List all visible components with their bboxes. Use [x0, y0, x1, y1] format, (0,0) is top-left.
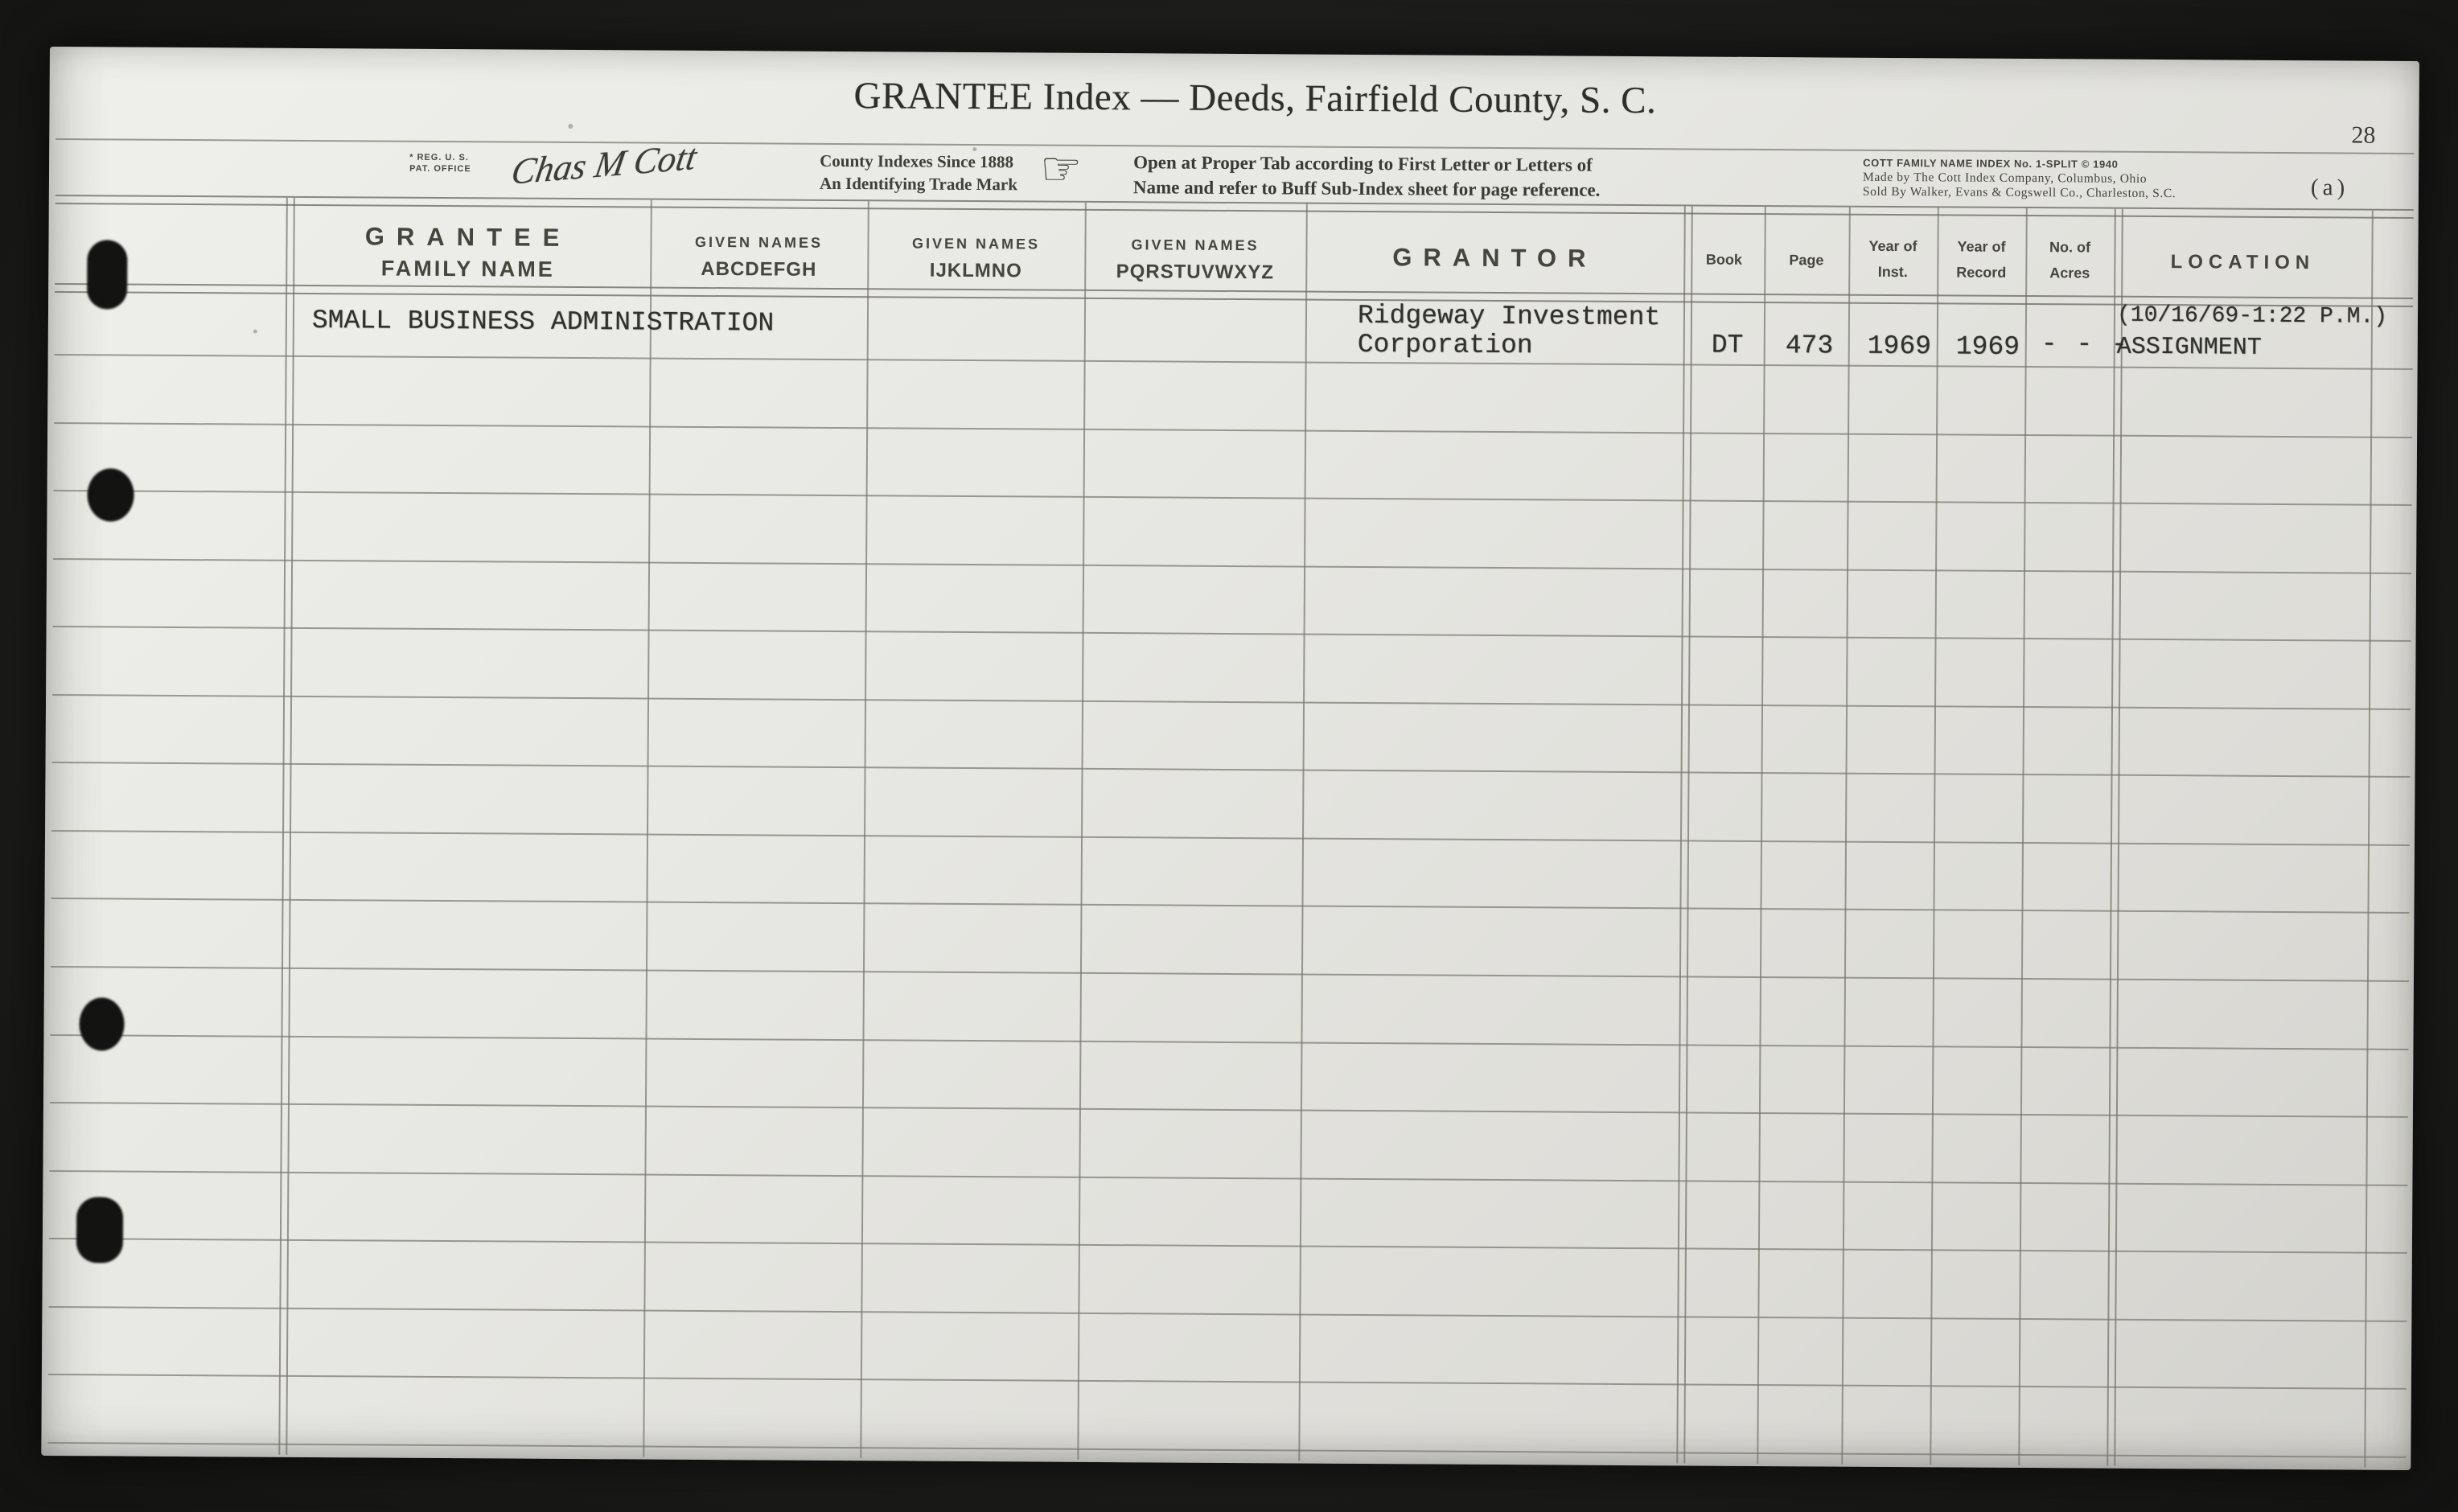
column-header-grantor: GRANTOR: [1392, 243, 1597, 273]
row-line: [50, 1033, 2409, 1050]
header-bottom-rule: [55, 283, 2414, 307]
column-header-page: Page: [1789, 252, 1824, 269]
cott-signature-trademark: Chas M Cott: [508, 136, 700, 192]
column-header-family-name: FAMILY NAME: [380, 256, 555, 281]
binder-hole-2: [87, 468, 134, 522]
row-line: [47, 1441, 2407, 1458]
entry-location-line2: ASSIGNMENT: [2116, 333, 2262, 362]
entry-grantor-line1: Ridgeway Investment: [1357, 300, 1661, 333]
column-header-abcdefgh: ABCDEFGH: [701, 257, 817, 281]
registration-mark: * REG. U. S. PAT. OFFICE: [409, 152, 471, 175]
row-line: [51, 965, 2409, 982]
binder-hole-4: [76, 1197, 124, 1263]
row-line: [51, 762, 2411, 779]
registration-line1: * REG. U. S.: [409, 152, 469, 163]
row-line: [51, 898, 2410, 914]
maker-line3: Sold By Walker, Evans & Cogswell Co., Ch…: [1862, 184, 2176, 201]
grid-vline-pqr-right: [1298, 203, 1308, 1461]
registration-line2: PAT. OFFICE: [409, 163, 471, 175]
sheet-tab-label: (a): [2310, 175, 2349, 201]
pointing-hand-icon: ☞: [1039, 142, 1083, 195]
tab-instructions: Open at Proper Tab according to First Le…: [1133, 150, 1601, 203]
grid-vline-page-right: [1841, 207, 1851, 1465]
entry-grantee-family-name: SMALL BUSINESS ADMINISTRATION: [311, 305, 775, 339]
column-header-location: LOCATION: [2170, 251, 2316, 274]
column-header-pqrstuvwxyz: PQRSTUVWXYZ: [1116, 261, 1275, 284]
grid-vline-location-right: [2364, 210, 2374, 1468]
ledger-page: GRANTEE Index — Deeds, Fairfield County,…: [41, 47, 2419, 1470]
column-header-given-names-2: GIVEN NAMES: [911, 235, 1041, 253]
table-row: SMALL BUSINESS ADMINISTRATION Ridgeway I…: [50, 47, 2419, 362]
page-number: 28: [2351, 121, 2376, 149]
entry-grantor-line2: Corporation: [1357, 329, 1533, 361]
trademark-line1: County Indexes Since 1888: [820, 150, 1014, 172]
row-line: [51, 829, 2410, 846]
row-line: [48, 1238, 2407, 1255]
binder-hole-1: [87, 240, 128, 310]
paper-speck: [972, 147, 977, 152]
entry-year-of-record: 1969: [1955, 331, 2020, 362]
maker-line1: COTT FAMILY NAME INDEX No. 1-SPLIT © 194…: [1863, 156, 2119, 171]
entry-year-of-inst: 1969: [1867, 331, 1932, 362]
column-header-year-of-record-2: Record: [1956, 264, 2007, 281]
trademark-line2: An Identifying Trade Mark: [819, 173, 1018, 195]
column-header-given-names-1: GIVEN NAMES: [694, 233, 824, 251]
row-line: [53, 557, 2412, 574]
row-line: [52, 693, 2411, 710]
grid-vline-yearinst-right: [1930, 207, 1939, 1465]
maker-imprint: COTT FAMILY NAME INDEX No. 1-SPLIT © 194…: [1863, 156, 2176, 201]
paper-speck: [568, 123, 573, 129]
grid-vline-abc-right: [860, 201, 869, 1459]
grid-vline-acres-right: [2107, 208, 2123, 1466]
trademark-text: County Indexes Since 1888 An Identifying…: [820, 150, 1017, 196]
column-header-no-of-acres-1: No. of: [2049, 239, 2091, 256]
column-header-book: Book: [1705, 251, 1742, 268]
grid-vline-yearrecord-right: [2018, 208, 2028, 1465]
grid-vline-book-right: [1757, 207, 1766, 1465]
row-line: [53, 490, 2412, 507]
maker-line2: Made by The Cott Index Company, Columbus…: [1862, 170, 2148, 186]
table-grid: [47, 47, 2419, 1468]
row-line: [48, 1305, 2407, 1322]
grid-vline-ijk-right: [1077, 202, 1087, 1460]
column-header-year-of-inst-2: Inst.: [1877, 263, 1908, 281]
column-header-given-names-3: GIVEN NAMES: [1131, 236, 1260, 254]
row-line: [47, 1374, 2407, 1391]
entry-book: DT: [1711, 330, 1744, 360]
entry-page: 473: [1785, 331, 1834, 361]
grid-vline-grantor-right: [1676, 206, 1693, 1464]
column-header-grantee: GRANTEE: [364, 222, 572, 252]
entry-location-line1: (10/16/69-1:22 P.M.): [2116, 302, 2388, 330]
column-header-year-of-record-1: Year of: [1957, 238, 2006, 255]
page-title: GRANTEE Index — Deeds, Fairfield County,…: [853, 75, 1657, 122]
column-header-year-of-inst-1: Year of: [1868, 237, 1917, 255]
grid-vline-table-left: [278, 197, 295, 1455]
paper-speck: [253, 329, 257, 334]
entry-acres-dashes: - - -: [2041, 329, 2129, 360]
instruction-line1: Open at Proper Tab according to First Le…: [1133, 152, 1593, 175]
instruction-line2: Name and refer to Buff Sub-Index sheet f…: [1132, 177, 1601, 200]
column-header-no-of-acres-2: Acres: [2049, 265, 2090, 281]
row-line: [49, 1169, 2408, 1186]
grid-vline-familyname-right: [643, 199, 652, 1457]
row-line: [52, 626, 2411, 643]
row-line: [49, 1102, 2408, 1118]
row-line: [54, 421, 2413, 438]
binder-hole-3: [79, 997, 125, 1051]
column-header-ijklmno: IJKLMNO: [929, 259, 1022, 282]
row-lines-layer: [47, 47, 2419, 1458]
